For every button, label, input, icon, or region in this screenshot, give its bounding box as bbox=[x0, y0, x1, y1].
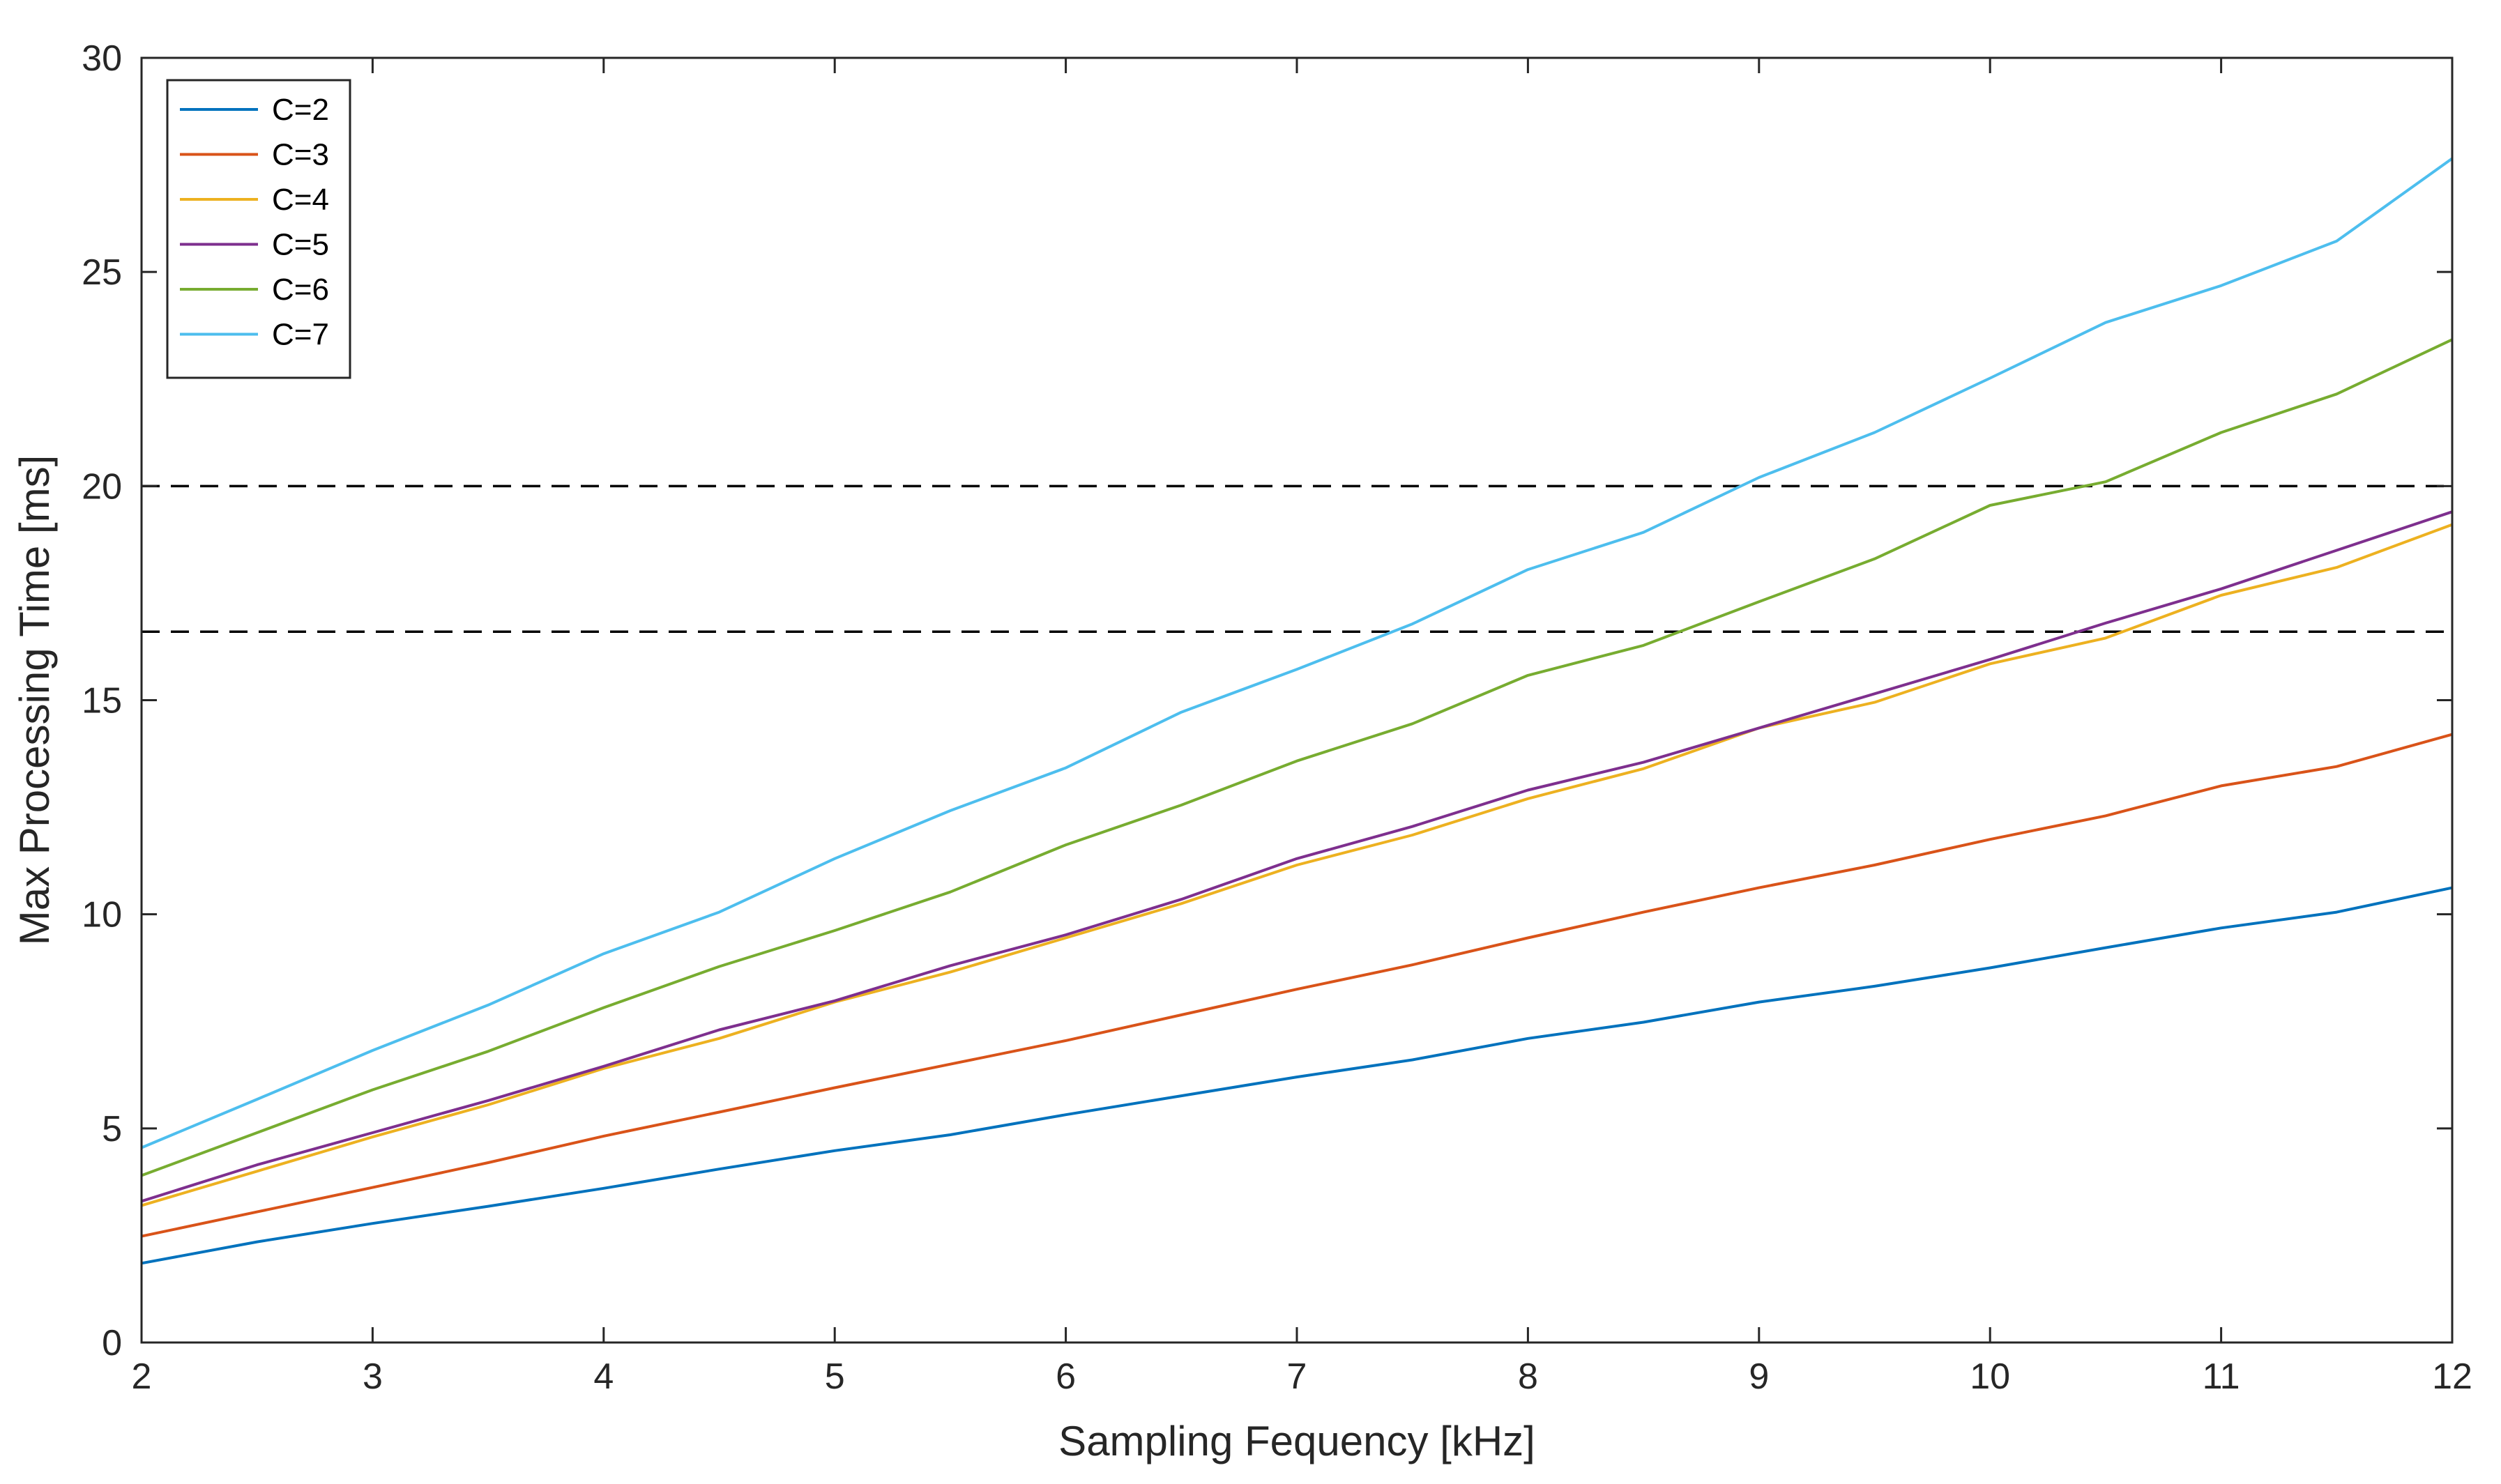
x-tick-label: 11 bbox=[2203, 1356, 2240, 1397]
y-axis-label: Max Processing Time [ms] bbox=[11, 455, 58, 946]
x-tick-label: 12 bbox=[2432, 1356, 2472, 1397]
series-line-c-5 bbox=[141, 510, 2453, 1203]
y-tick-label: 30 bbox=[82, 38, 122, 79]
y-tick-label: 15 bbox=[82, 681, 122, 721]
reference-lines bbox=[142, 484, 2452, 633]
x-tick-label: 7 bbox=[1287, 1356, 1307, 1397]
y-tick-label: 20 bbox=[82, 466, 122, 507]
series-line-c-2 bbox=[141, 886, 2453, 1265]
series-line-c-6 bbox=[141, 338, 2453, 1177]
x-axis-ticks: 2 3 4 5 6 7 8 9 10 11 12 bbox=[132, 58, 2472, 1397]
legend-label: C=4 bbox=[272, 183, 329, 217]
legend-label: C=6 bbox=[272, 273, 329, 307]
legend-box bbox=[166, 79, 351, 379]
x-tick-label: 5 bbox=[825, 1356, 845, 1397]
y-tick-label: 0 bbox=[102, 1323, 122, 1363]
series-line-c-7 bbox=[141, 157, 2454, 1149]
y-tick-label: 10 bbox=[82, 895, 122, 935]
x-axis-label: Sampling Fequency [kHz] bbox=[1058, 1418, 1535, 1464]
y-axis-ticks: 0 5 10 15 20 25 30 bbox=[82, 38, 2452, 1363]
x-tick-label: 6 bbox=[1056, 1356, 1076, 1397]
series-line-c-3 bbox=[141, 733, 2453, 1238]
x-tick-label: 10 bbox=[1970, 1356, 2010, 1397]
legend-label: C=5 bbox=[272, 228, 329, 262]
x-tick-label: 9 bbox=[1749, 1356, 1769, 1397]
legend-label: C=7 bbox=[272, 318, 329, 352]
legend: C=2 C=3 C=4 C=5 C=6 C=7 bbox=[166, 79, 351, 379]
x-tick-label: 3 bbox=[363, 1356, 383, 1397]
x-tick-label: 8 bbox=[1518, 1356, 1538, 1397]
legend-label: C=3 bbox=[272, 138, 329, 172]
y-tick-label: 5 bbox=[102, 1109, 122, 1149]
x-tick-label: 2 bbox=[132, 1356, 152, 1397]
legend-label: C=2 bbox=[272, 93, 329, 127]
series-line-c-4 bbox=[141, 523, 2453, 1207]
x-tick-label: 4 bbox=[593, 1356, 614, 1397]
series-lines bbox=[141, 157, 2454, 1265]
y-tick-label: 25 bbox=[82, 252, 122, 293]
